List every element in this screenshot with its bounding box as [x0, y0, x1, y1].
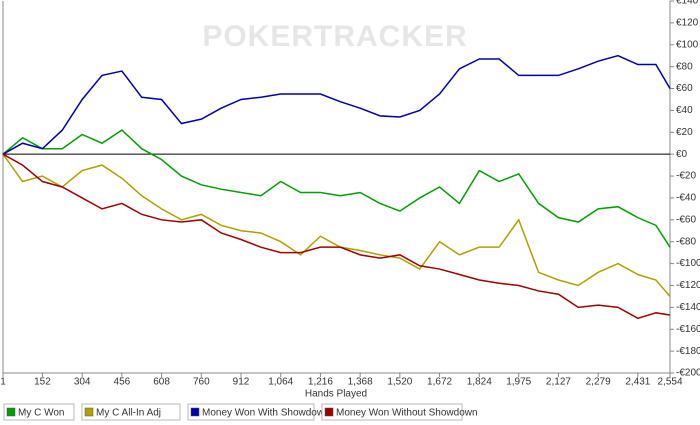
y-tick-label: €100 — [676, 39, 699, 50]
x-tick-label: 152 — [34, 377, 51, 388]
x-tick-label: 2,431 — [625, 377, 650, 388]
legend-label: Money Won With Showdown — [202, 408, 330, 419]
x-tick-label: 1,368 — [348, 377, 373, 388]
x-tick-label: 1,216 — [308, 377, 333, 388]
x-tick-label: 1,824 — [467, 377, 492, 388]
y-tick-label: €0 — [676, 149, 688, 160]
series-line — [2, 153, 671, 320]
x-tick-label: 1 — [0, 377, 6, 388]
watermark: POKERTRACKER — [202, 20, 467, 53]
y-tick-label: -€80 — [676, 236, 696, 247]
series-line — [2, 54, 671, 155]
x-tick-label: 2,127 — [546, 377, 571, 388]
legend-label: My C All-In Adj — [96, 408, 161, 419]
y-tick-label: €80 — [676, 61, 693, 72]
x-tick-label: 608 — [153, 377, 170, 388]
legend-box — [187, 403, 315, 421]
y-tick-label: -€120 — [676, 280, 700, 291]
legend-swatch — [190, 407, 200, 417]
y-tick-label: -€160 — [676, 324, 700, 335]
y-tick-label: -€20 — [676, 171, 696, 182]
legend-box — [3, 403, 75, 421]
legend-swatch — [6, 407, 16, 417]
legend-swatch — [324, 407, 334, 417]
y-tick-label: €40 — [676, 105, 693, 116]
x-tick-label: 2,554 — [657, 377, 682, 388]
y-tick-label: €140 — [676, 0, 699, 7]
y-tick-label: -€40 — [676, 193, 696, 204]
y-tick-label: -€200 — [676, 368, 700, 379]
series-line — [2, 129, 671, 248]
legend-box — [81, 403, 181, 421]
x-tick-label: 1,975 — [506, 377, 531, 388]
legend-label: Money Won Without Showdown — [336, 408, 478, 419]
x-tick-label: 2,279 — [586, 377, 611, 388]
x-tick-label: 912 — [233, 377, 250, 388]
x-tick-label: 760 — [193, 377, 210, 388]
y-tick-label: €20 — [676, 127, 693, 138]
y-tick-label: -€140 — [676, 302, 700, 313]
x-tick-label: 1,672 — [427, 377, 452, 388]
x-tick-label: 1,064 — [268, 377, 293, 388]
y-tick-label: -€180 — [676, 346, 700, 357]
x-tick-label: 456 — [114, 377, 131, 388]
y-tick-label: €60 — [676, 83, 693, 94]
x-tick-label: 1,520 — [387, 377, 412, 388]
y-tick-label: -€60 — [676, 214, 696, 225]
series-line — [2, 153, 671, 297]
y-tick-label: -€100 — [676, 258, 700, 269]
x-tick-label: 304 — [74, 377, 91, 388]
legend-box — [321, 403, 463, 421]
legend-label: My C Won — [18, 408, 65, 419]
y-tick-label: €120 — [676, 18, 699, 29]
x-axis-title: Hands Played — [305, 389, 367, 400]
legend-swatch — [84, 407, 94, 417]
